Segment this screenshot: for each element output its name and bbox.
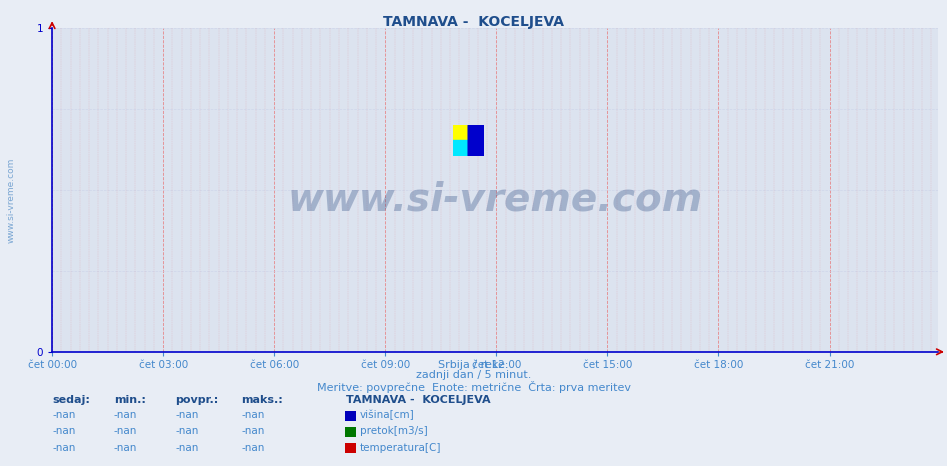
Text: zadnji dan / 5 minut.: zadnji dan / 5 minut. [416,370,531,380]
Text: -nan: -nan [52,426,76,436]
Text: -nan: -nan [175,410,199,420]
Polygon shape [453,140,468,156]
Text: višina[cm]: višina[cm] [360,410,415,420]
Polygon shape [468,124,484,156]
Text: -nan: -nan [175,443,199,452]
Text: -nan: -nan [114,410,137,420]
Text: povpr.:: povpr.: [175,395,219,405]
Text: www.si-vreme.com: www.si-vreme.com [7,158,16,243]
Text: -nan: -nan [114,426,137,436]
Text: Meritve: povprečne  Enote: metrične  Črta: prva meritev: Meritve: povprečne Enote: metrične Črta:… [316,381,631,393]
Text: Srbija / reke.: Srbija / reke. [438,360,509,370]
Text: -nan: -nan [241,443,265,452]
Text: -nan: -nan [52,410,76,420]
Polygon shape [453,140,468,156]
Text: min.:: min.: [114,395,146,405]
Text: -nan: -nan [114,443,137,452]
Text: pretok[m3/s]: pretok[m3/s] [360,426,428,436]
Text: www.si-vreme.com: www.si-vreme.com [287,181,703,219]
Text: maks.:: maks.: [241,395,283,405]
Polygon shape [453,124,468,140]
Text: TAMNAVA -  KOCELJEVA: TAMNAVA - KOCELJEVA [383,15,564,29]
Polygon shape [453,124,468,140]
Polygon shape [468,124,484,156]
Text: temperatura[C]: temperatura[C] [360,443,441,452]
Text: -nan: -nan [241,410,265,420]
Text: -nan: -nan [52,443,76,452]
Text: -nan: -nan [241,426,265,436]
Text: TAMNAVA -  KOCELJEVA: TAMNAVA - KOCELJEVA [346,395,491,405]
Text: sedaj:: sedaj: [52,395,90,405]
Text: -nan: -nan [175,426,199,436]
